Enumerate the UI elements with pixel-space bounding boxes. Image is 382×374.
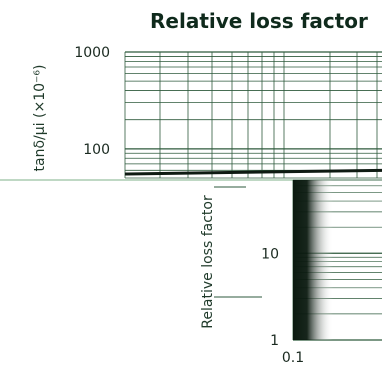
bottom-y-tick-label: 1 [270, 333, 279, 349]
top-plot-grid [124, 51, 382, 179]
bottom-plot-ticks: 10 10.1 [261, 246, 304, 366]
chart-title: Relative loss factor [150, 9, 368, 33]
bottom-x-tick-label: 0.1 [282, 350, 304, 366]
bottom-y-axis-label: Relative loss factor [200, 195, 216, 329]
series-line-top [124, 168, 382, 176]
top-plot-ticks: 1000 100 [74, 45, 110, 158]
bottom-y-tick-label: 10 [261, 246, 279, 262]
bottom-dark-band [293, 180, 333, 340]
top-y-tick-label: 100 [83, 142, 110, 158]
top-y-tick-label: 1000 [74, 45, 110, 61]
top-y-axis-label: tanδ/μi (×10⁻⁶) [32, 65, 48, 172]
